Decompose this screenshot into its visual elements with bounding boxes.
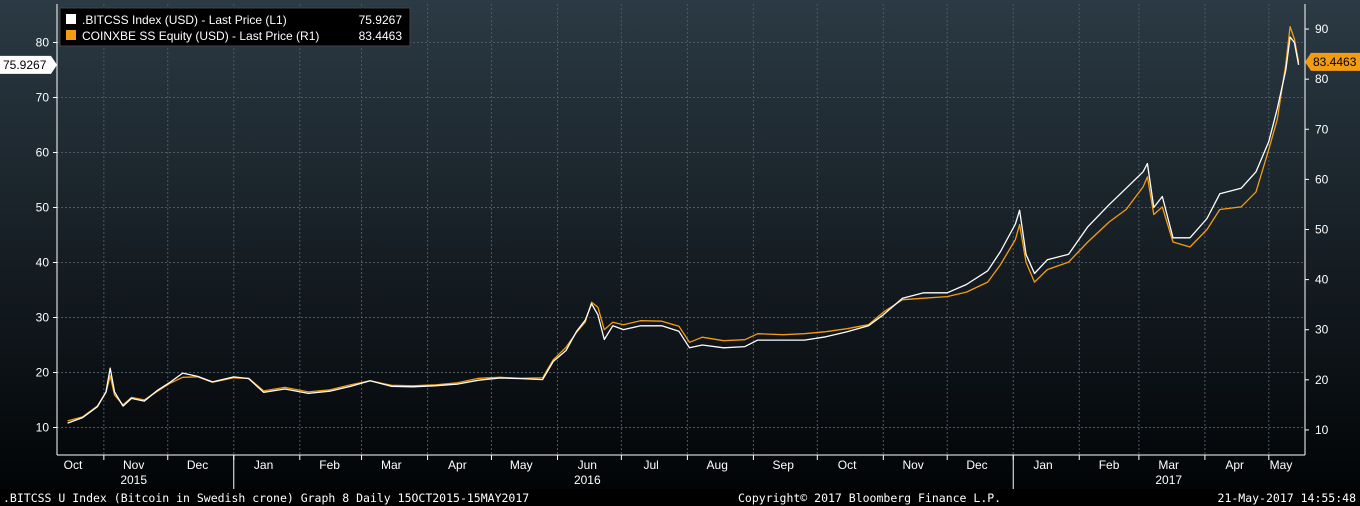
last-value-tag-right xyxy=(1305,52,1360,71)
footer: .BITCSS U Index (Bitcoin in Swedish cron… xyxy=(0,489,1360,506)
y-tick-label-right: 60 xyxy=(1315,172,1329,186)
x-tick-label-month: May xyxy=(1270,458,1293,472)
x-tick-label-month: Jan xyxy=(1033,458,1052,472)
y-tick-label-right: 80 xyxy=(1315,72,1329,86)
y-tick-label-right: 10 xyxy=(1315,423,1329,437)
y-tick-label-right: 20 xyxy=(1315,373,1329,387)
x-tick-label-month: Oct xyxy=(64,458,83,472)
legend-label-bitcss: .BITCSS Index (USD) - Last Price (L1) xyxy=(82,13,287,27)
legend-value-bitcss: 75.9267 xyxy=(359,13,403,27)
y-tick-label-left: 30 xyxy=(36,311,50,325)
x-tick-label-month: Feb xyxy=(319,458,340,472)
x-tick-label-month: Jul xyxy=(644,458,659,472)
x-tick-label-month: Nov xyxy=(123,458,144,472)
last-value-marker-left: 75.9267 xyxy=(0,55,57,74)
footer-timestamp: 21-May-2017 14:55:48 xyxy=(1217,491,1356,505)
x-tick-label-month: Jun xyxy=(578,458,597,472)
legend: .BITCSS Index (USD) - Last Price (L1) 75… xyxy=(59,7,411,47)
last-value-label-left: 75.9267 xyxy=(3,58,47,72)
x-tick-label-month: Dec xyxy=(187,458,208,472)
legend-swatch-bitcss xyxy=(66,14,76,24)
plot-background xyxy=(0,0,1360,489)
x-tick-label-month: Mar xyxy=(1158,458,1179,472)
legend-swatch-coinxbe xyxy=(66,30,76,40)
x-tick-label-month: Dec xyxy=(966,458,987,472)
last-value-label-right: 83.4463 xyxy=(1313,55,1357,69)
y-tick-label-right: 30 xyxy=(1315,323,1329,337)
y-tick-label-right: 40 xyxy=(1315,273,1329,287)
x-tick-label-month: Oct xyxy=(838,458,857,472)
footer-copyright: Copyright© 2017 Bloomberg Finance L.P. xyxy=(738,491,1002,505)
x-tick-label-month: Feb xyxy=(1099,458,1120,472)
y-tick-label-left: 40 xyxy=(36,256,50,270)
series-line-bitcss xyxy=(67,36,1300,424)
legend-label-coinxbe: COINXBE SS Equity (USD) - Last Price (R1… xyxy=(82,29,319,43)
x-tick-label-month: Apr xyxy=(448,458,467,472)
y-tick-label-left: 80 xyxy=(36,36,50,50)
x-tick-label-month: May xyxy=(510,458,533,472)
x-tick-label-month: Aug xyxy=(707,458,728,472)
x-tick-label-year: 2017 xyxy=(1155,473,1182,487)
series-line-coinxbe xyxy=(67,25,1300,422)
x-tick-label-year: 2016 xyxy=(574,473,601,487)
last-value-marker-right: 83.4463 xyxy=(1305,52,1360,71)
y-tick-label-right: 90 xyxy=(1315,22,1329,36)
y-tick-label-left: 50 xyxy=(36,201,50,215)
x-tick-label-month: Mar xyxy=(381,458,402,472)
x-tick-label-month: Apr xyxy=(1225,458,1244,472)
y-tick-label-right: 50 xyxy=(1315,223,1329,237)
y-tick-label-right: 70 xyxy=(1315,122,1329,136)
series xyxy=(67,25,1300,424)
x-tick-label-month: Nov xyxy=(902,458,923,472)
last-value-tag-left xyxy=(0,55,57,74)
x-tick-label-year: 2015 xyxy=(120,473,147,487)
y-tick-label-left: 70 xyxy=(36,91,50,105)
y-tick-label-left: 60 xyxy=(36,146,50,160)
x-tick-label-month: Jan xyxy=(254,458,273,472)
footer-description: .BITCSS U Index (Bitcoin in Swedish cron… xyxy=(3,491,530,505)
y-tick-label-left: 10 xyxy=(36,421,50,435)
y-tick-label-left: 20 xyxy=(36,366,50,380)
legend-box xyxy=(59,7,411,47)
x-tick-label-month: Sep xyxy=(773,458,795,472)
legend-value-coinxbe: 83.4463 xyxy=(359,29,403,43)
axes: 10 20 30 40 50 60 70 80 10 20 30 40 50 60 70 80 90 Oct Nov… xyxy=(36,4,1329,489)
